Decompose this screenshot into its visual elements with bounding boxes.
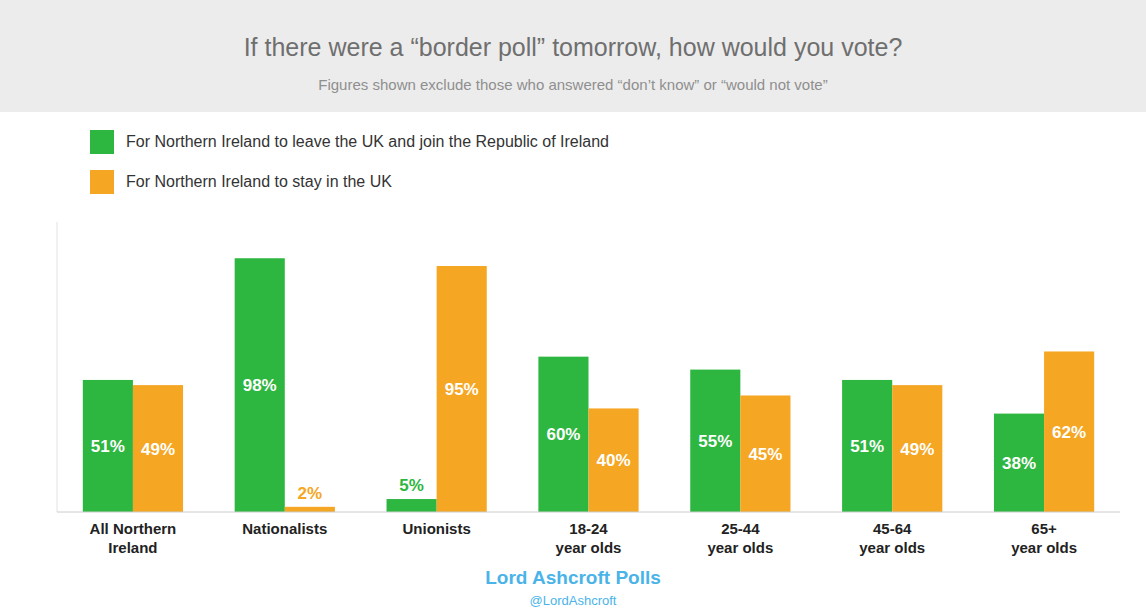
bar <box>285 507 335 512</box>
footer-handle: @LordAshcroft <box>530 593 617 608</box>
data-label: 49% <box>900 440 934 459</box>
header-band <box>0 0 1146 112</box>
data-label: 55% <box>698 432 732 451</box>
x-axis-line <box>57 512 1120 513</box>
bar <box>740 395 790 512</box>
data-label: 2% <box>298 484 323 503</box>
x-tick-label-line: 25-44 <box>721 520 760 537</box>
bar <box>437 266 487 512</box>
bar <box>1044 351 1094 512</box>
x-tick-label-line: 18-24 <box>569 520 608 537</box>
bar <box>589 408 639 512</box>
bar <box>235 258 285 512</box>
x-tick-label-line: All Northern <box>90 520 177 537</box>
x-tick-label-line: year olds <box>707 539 773 556</box>
data-label: 60% <box>546 425 580 444</box>
legend-swatch <box>90 170 114 194</box>
x-tick-label: 18-24 year olds <box>556 520 622 556</box>
x-tick-label: Unionists <box>402 520 470 537</box>
legend: For Northern Ireland to leave the UK and… <box>90 130 609 194</box>
x-tick-label: 45-64 year olds <box>859 520 925 556</box>
page: {"chart_data": { "type": "bar", "title":… <box>0 0 1146 613</box>
data-label: 62% <box>1052 423 1086 442</box>
data-label: 51% <box>91 437 125 456</box>
data-label: 95% <box>445 380 479 399</box>
bar <box>538 357 588 512</box>
data-label: 49% <box>141 440 175 459</box>
x-tick-label: 65+ year olds <box>1011 520 1077 556</box>
title: If there were a “border poll” tomorrow, … <box>244 33 903 61</box>
x-tick-label: 25-44 year olds <box>707 520 773 556</box>
data-label: 5% <box>399 476 424 495</box>
data-label: 51% <box>850 437 884 456</box>
bar <box>842 380 892 512</box>
data-label: 40% <box>597 451 631 470</box>
x-tick-label: Nationalists <box>242 520 327 537</box>
legend-swatch <box>90 130 114 154</box>
x-tick-label-line: Nationalists <box>242 520 327 537</box>
x-tick-label-line: year olds <box>556 539 622 556</box>
y-axis-line <box>57 222 58 512</box>
x-axis: All Northern Ireland Nationalists Unionists… <box>90 520 1077 556</box>
bar <box>892 385 942 512</box>
x-tick-label-line: Ireland <box>108 539 157 556</box>
data-labels: 51% 98% 5% 60% 55% 51% 38% 49% 2% 95% 40% 45% 49% 62% <box>91 376 1086 503</box>
subtitle: Figures shown exclude those who answered… <box>318 76 827 93</box>
bar <box>387 499 437 512</box>
bars <box>83 258 1094 512</box>
data-label: 38% <box>1002 454 1036 473</box>
x-tick-label-line: Unionists <box>402 520 470 537</box>
data-label: 45% <box>748 445 782 464</box>
bar <box>83 380 133 512</box>
x-tick-label-line: year olds <box>1011 539 1077 556</box>
chart-svg: If there were a “border poll” tomorrow, … <box>0 0 1146 613</box>
data-label: 98% <box>243 376 277 395</box>
chart-container: If there were a “border poll” tomorrow, … <box>0 0 1146 613</box>
x-tick-label: All Northern Ireland <box>90 520 177 556</box>
footer-source: Lord Ashcroft Polls <box>485 567 661 588</box>
legend-label: For Northern Ireland to stay in the UK <box>126 173 392 190</box>
bar <box>994 414 1044 512</box>
x-tick-label-line: 45-64 <box>873 520 912 537</box>
x-tick-label-line: year olds <box>859 539 925 556</box>
bar <box>690 370 740 512</box>
legend-label: For Northern Ireland to leave the UK and… <box>126 133 609 150</box>
bar <box>133 385 183 512</box>
x-tick-label-line: 65+ <box>1031 520 1057 537</box>
